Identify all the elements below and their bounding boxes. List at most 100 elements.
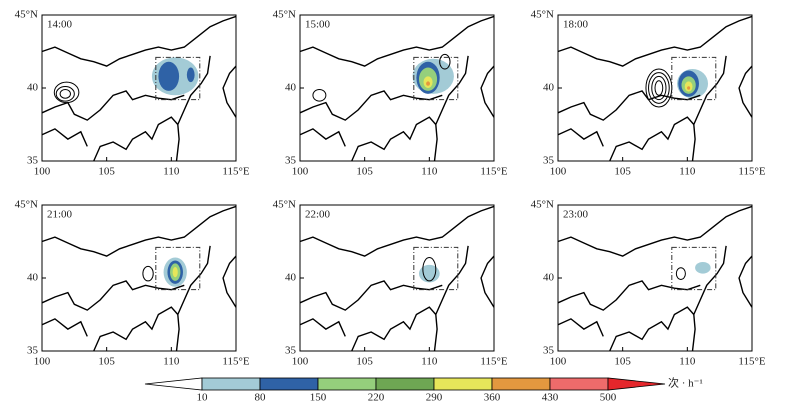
boundary [299,318,346,337]
panel-label: 22:00 [305,209,331,221]
panel-frame [41,204,237,352]
contour [439,53,451,70]
colorbar-label: 500 [600,392,617,404]
y-tick-label: 35 [285,345,297,357]
colorbar-label: 360 [484,392,501,404]
density-area [172,267,178,278]
x-tick-label: 110 [163,356,180,368]
y-tick-label: 45°N [273,199,296,211]
boundary [609,116,695,162]
boundary [299,90,443,121]
x-tick-label: 100 [292,356,309,368]
boundary [299,15,495,67]
density-area [418,264,440,283]
x-tick-label: 100 [34,356,51,368]
colorbar-segment [375,377,435,391]
density-area [687,86,691,90]
x-tick-label: 110 [421,356,438,368]
x-tick-label: 105 [98,356,115,368]
boundary [41,90,185,121]
boundary [41,15,237,67]
colorbar-high [607,377,666,391]
x-tick-label: 105 [356,166,373,178]
contour [654,80,664,96]
boundary [41,280,185,311]
focus-box [671,56,717,101]
colorbar-unit: 次 · h⁻¹ [668,376,703,390]
y-tick-label: 35 [543,155,555,167]
y-tick-label: 45°N [531,199,554,211]
boundary [557,318,604,337]
panel-label: 15:00 [305,19,331,31]
boundary [41,318,88,337]
boundary [299,205,495,257]
boundary [41,205,237,257]
y-tick-label: 40 [27,82,39,94]
y-tick-label: 40 [285,82,297,94]
contour [651,75,667,101]
y-tick-label: 45°N [531,9,554,21]
panel-label: 23:00 [563,209,589,221]
x-tick-label: 110 [163,166,180,178]
panel-label: 14:00 [47,19,73,31]
boundary [557,280,701,311]
boundary [175,55,211,162]
x-tick-label: 105 [356,356,373,368]
x-tick-label: 100 [550,166,567,178]
colorbar-label: 150 [310,392,327,404]
colorbar-label: 10 [197,392,209,404]
x-tick-label: 100 [34,166,51,178]
boundary [738,255,753,308]
density-area [158,61,180,91]
x-tick-label: 105 [614,166,631,178]
boundary [93,306,179,352]
colorbar-segment [317,377,377,391]
x-tick-label: 110 [679,166,696,178]
y-tick-label: 35 [543,345,555,357]
panel-frame [557,204,753,352]
colorbar-segment [491,377,551,391]
boundary [433,245,469,352]
density-area [426,81,430,86]
y-tick-label: 40 [27,272,39,284]
focus-box [413,56,459,101]
contour [142,265,154,282]
colorbar-label: 430 [542,392,559,404]
x-tick-label: 100 [292,166,309,178]
boundary [351,116,437,162]
x-tick-label: 115°E [738,166,765,178]
y-tick-label: 35 [285,155,297,167]
y-tick-label: 45°N [15,9,38,21]
contour [53,81,80,104]
density-area [186,67,195,83]
boundary [299,280,443,311]
contour [312,88,327,102]
y-tick-label: 40 [543,272,555,284]
contour [648,72,670,104]
boundary [175,245,211,352]
boundary [609,306,695,352]
boundary [480,65,495,118]
colorbar-label: 80 [255,392,267,404]
colorbar-segment [201,377,261,391]
y-tick-label: 45°N [15,199,38,211]
panel-frame [299,14,495,162]
boundary [691,245,727,352]
boundary [41,128,88,147]
y-tick-label: 35 [27,155,39,167]
boundary [222,255,237,308]
colorbar-segment [259,377,319,391]
x-tick-label: 115°E [480,356,507,368]
panel-label: 21:00 [47,209,73,221]
boundary [557,205,753,257]
focus-box [155,56,201,101]
colorbar-segment [433,377,493,391]
boundary [557,90,701,121]
y-tick-label: 40 [543,82,555,94]
x-tick-label: 100 [550,356,567,368]
focus-box [671,246,717,291]
contour [55,86,75,102]
focus-box [155,246,201,291]
boundary [222,65,237,118]
colorbar-label: 220 [368,392,385,404]
